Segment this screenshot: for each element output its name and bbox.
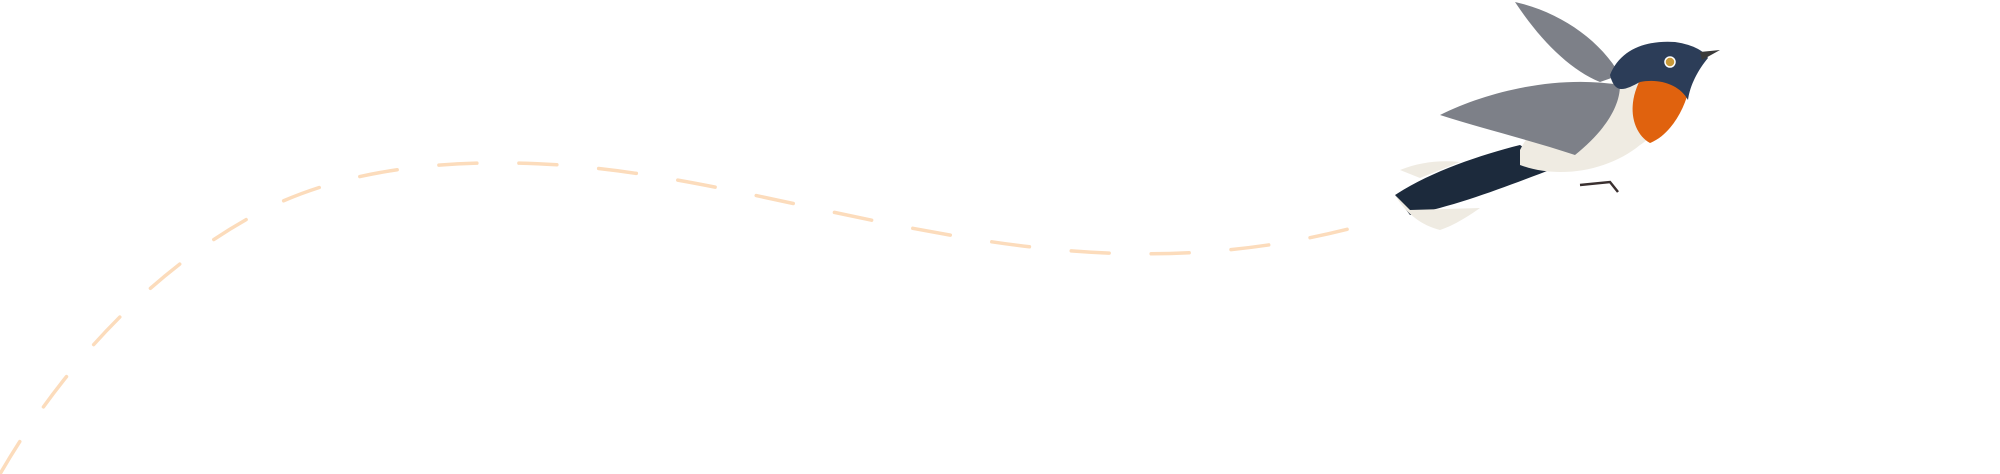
bird-leg — [1579, 180, 1619, 193]
bird-throat — [1632, 74, 1690, 143]
bird-upper-wing — [1515, 2, 1620, 82]
bird-tail-tips — [1395, 195, 1480, 230]
bird-tail — [1395, 145, 1555, 215]
bird-tail-top-tips — [1400, 161, 1460, 178]
bird-lower-wing — [1440, 81, 1620, 155]
bird-illustration — [1395, 2, 1720, 230]
dashed-flight-path — [0, 161, 1362, 474]
bird-eye — [1664, 56, 1676, 68]
bird-head — [1610, 41, 1708, 100]
bird-beak — [1700, 50, 1720, 60]
